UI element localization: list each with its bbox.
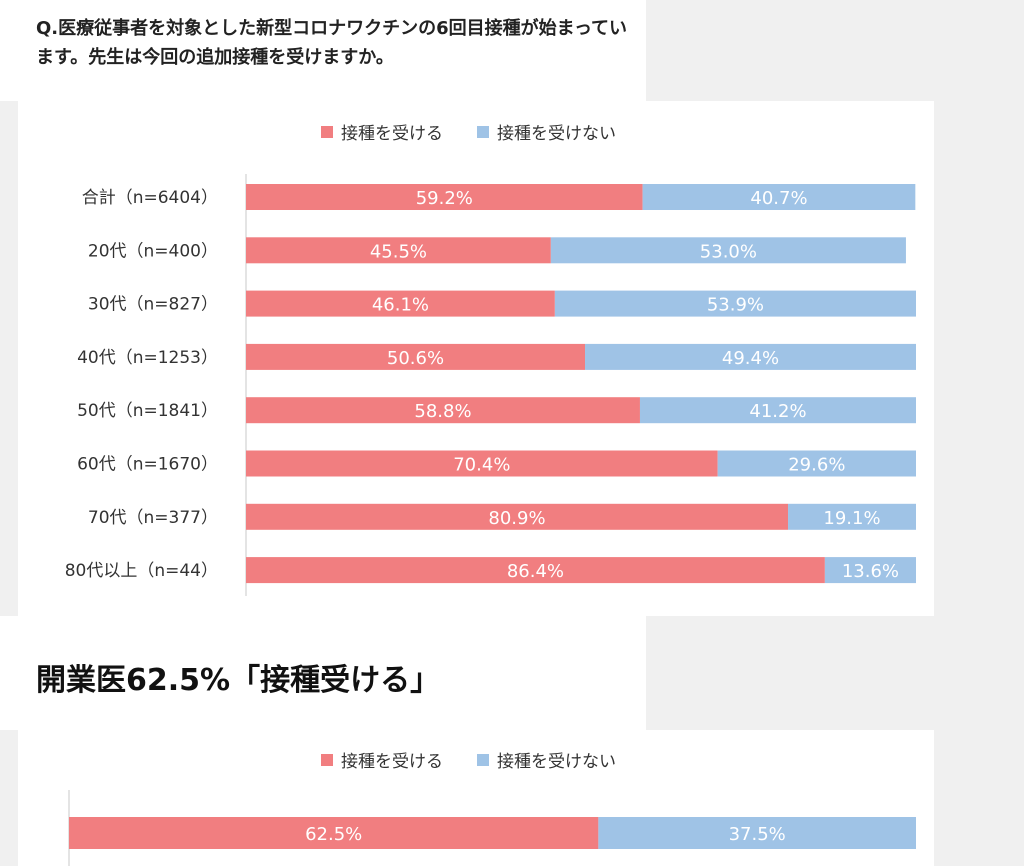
practitioner-stacked-bar-chart: 62.5% 37.5% xyxy=(68,790,916,866)
data-label-not-receive: 29.6% xyxy=(788,455,845,476)
legend-swatch-not-receive xyxy=(477,753,489,766)
data-label-receive: 58.8% xyxy=(414,401,471,422)
legend-item-not-receive: 接種を受けない xyxy=(477,119,616,144)
chart2-legend: 接種を受ける 接種を受けない xyxy=(321,747,650,772)
legend-item-receive: 接種を受ける xyxy=(321,119,443,144)
bar-not-receive xyxy=(824,557,916,584)
bar-not-receive xyxy=(585,343,916,370)
data-label-not-receive: 49.4% xyxy=(722,348,779,369)
data-label-not-receive: 37.5% xyxy=(729,824,786,845)
data-label-not-receive: 13.6% xyxy=(842,561,899,582)
legend-label-not-receive: 接種を受けない xyxy=(497,124,616,144)
bar-receive xyxy=(246,290,555,317)
category-label: 合計（n=6404） xyxy=(82,188,218,208)
data-label-not-receive: 41.2% xyxy=(749,401,806,422)
category-label: 60代（n=1670） xyxy=(77,455,218,475)
bar-receive xyxy=(246,343,586,370)
legend-label-receive: 接種を受ける xyxy=(341,124,443,144)
legend-item-not-receive: 接種を受けない xyxy=(477,747,616,772)
bar-receive xyxy=(246,397,640,424)
heading-panel xyxy=(0,616,646,730)
bar-receive xyxy=(246,184,643,210)
bar-receive xyxy=(69,817,599,849)
legend-swatch-receive xyxy=(321,125,333,138)
bar-not-receive xyxy=(642,184,916,210)
data-label-receive: 70.4% xyxy=(453,455,510,476)
data-label-receive: 86.4% xyxy=(507,561,564,582)
category-label: 50代（n=1841） xyxy=(77,401,218,421)
data-label-not-receive: 53.0% xyxy=(700,241,757,262)
chart1-legend: 接種を受ける 接種を受けない xyxy=(321,119,650,144)
data-label-receive: 80.9% xyxy=(488,508,545,529)
category-label: 30代（n=827） xyxy=(88,295,218,315)
data-label-not-receive: 40.7% xyxy=(750,188,807,209)
data-label-receive: 45.5% xyxy=(370,241,427,262)
data-label-receive: 62.5% xyxy=(305,824,362,845)
bar-not-receive xyxy=(717,450,916,477)
legend-swatch-not-receive xyxy=(477,125,489,138)
legend-item-receive: 接種を受ける xyxy=(321,747,443,772)
section-heading: 開業医62.5%「接種受ける」 xyxy=(36,663,441,698)
category-label: 80代以上（n=44） xyxy=(65,561,218,581)
bar-not-receive xyxy=(788,503,916,530)
bar-receive xyxy=(246,450,718,477)
data-label-not-receive: 19.1% xyxy=(823,508,880,529)
data-label-receive: 50.6% xyxy=(387,348,444,369)
data-label-not-receive: 53.9% xyxy=(707,295,764,316)
bar-receive xyxy=(246,557,825,584)
bar-receive xyxy=(246,237,551,264)
age-group-stacked-bar-chart: 合計（n=6404） 59.2% 40.7% 20代（n=400） 45.5% 53.0%… xyxy=(65,174,916,596)
category-label: 40代（n=1253） xyxy=(77,348,218,368)
legend-label-receive: 接種を受ける xyxy=(341,752,443,772)
question-panel xyxy=(0,0,646,101)
bar-not-receive xyxy=(598,817,916,849)
data-label-receive: 46.1% xyxy=(372,295,429,316)
category-label: 70代（n=377） xyxy=(88,508,218,528)
legend-label-not-receive: 接種を受けない xyxy=(497,752,616,772)
data-label-receive: 59.2% xyxy=(416,188,473,209)
bar-not-receive xyxy=(639,397,916,424)
legend-swatch-receive xyxy=(321,753,333,766)
bar-not-receive xyxy=(554,290,916,317)
bar-receive xyxy=(246,503,789,530)
bar-not-receive xyxy=(550,237,906,264)
question-title: Q.医療従事者を対象とした新型コロナワクチンの6回目接種が始まっています。先生は… xyxy=(36,18,628,68)
category-label: 20代（n=400） xyxy=(88,241,218,261)
